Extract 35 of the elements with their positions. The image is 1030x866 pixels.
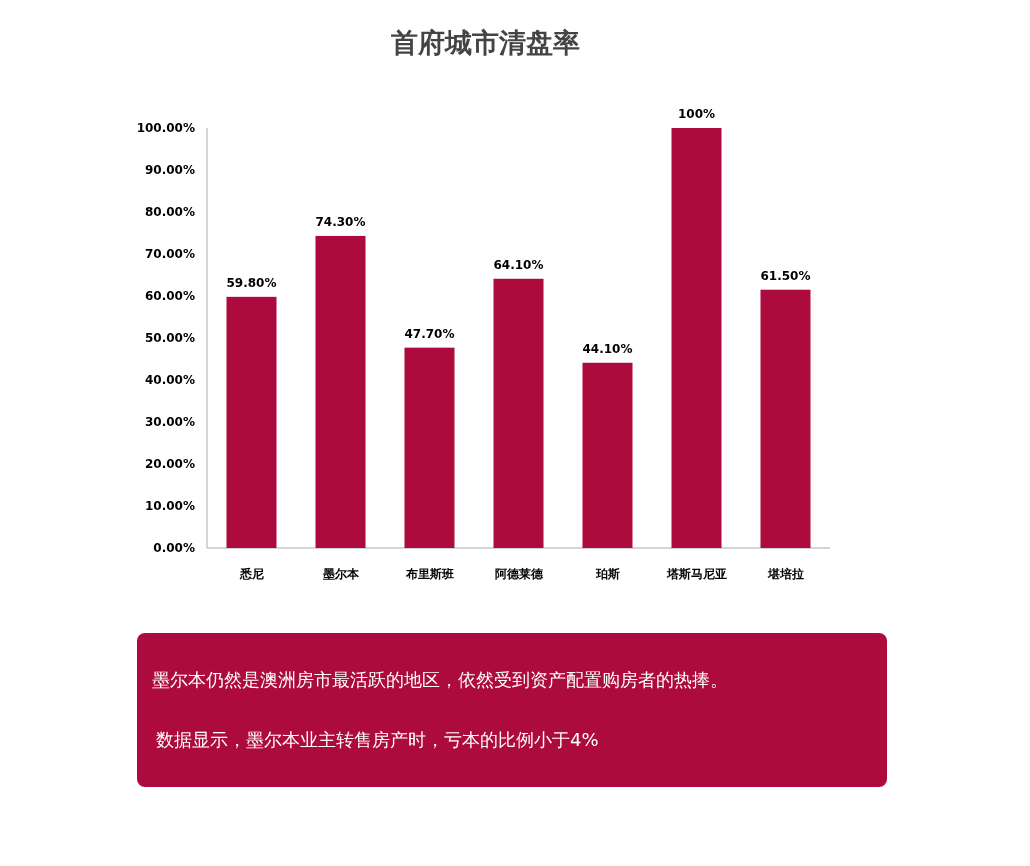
y-tick-label: 70.00%: [145, 247, 195, 261]
y-tick-label: 50.00%: [145, 331, 195, 345]
text: 数据显示，墨尔本业主转售房产时，亏本的比例小于4%: [156, 729, 599, 750]
data-label: 74.30%: [315, 214, 366, 229]
data-label: 61.50%: [760, 268, 811, 283]
x-tick-label: 塔斯马尼亚: [665, 567, 727, 581]
y-tick-label: 30.00%: [145, 415, 195, 429]
y-tick-label: 100.00%: [136, 121, 195, 135]
y-tick-label: 0.00%: [153, 541, 195, 555]
bar: [315, 235, 366, 548]
y-tick-label: 80.00%: [145, 205, 195, 219]
bar: [493, 278, 544, 548]
bar: [404, 347, 455, 548]
text: 墨尔本仍然是澳洲房市最活跃的地区，依然受到资产配置购房者的热捧。: [152, 669, 728, 690]
y-tick-label: 90.00%: [145, 163, 195, 177]
bar: [226, 296, 277, 548]
data-label: 64.10%: [493, 257, 544, 272]
y-tick-label: 40.00%: [145, 373, 195, 387]
data-label: 100%: [677, 107, 716, 121]
x-tick-label: 布里斯班: [404, 567, 454, 581]
x-tick-label: 珀斯: [594, 567, 620, 581]
x-tick-label: 悉尼: [238, 567, 264, 581]
x-tick-label: 墨尔本: [321, 567, 360, 581]
data-label: 44.10%: [582, 341, 633, 356]
x-tick-label: 阿德莱德: [494, 567, 544, 581]
data-label: 47.70%: [404, 326, 455, 341]
x-tick-label: 堪培拉: [766, 567, 804, 581]
bar: [671, 128, 722, 548]
bar: [582, 362, 633, 548]
y-tick-label: 10.00%: [145, 499, 195, 513]
data-label: 59.80%: [226, 275, 277, 290]
y-tick-label: 60.00%: [145, 289, 195, 303]
chart-title: 首府城市清盘率: [389, 27, 580, 58]
bar: [760, 289, 811, 548]
y-tick-label: 20.00%: [145, 457, 195, 471]
